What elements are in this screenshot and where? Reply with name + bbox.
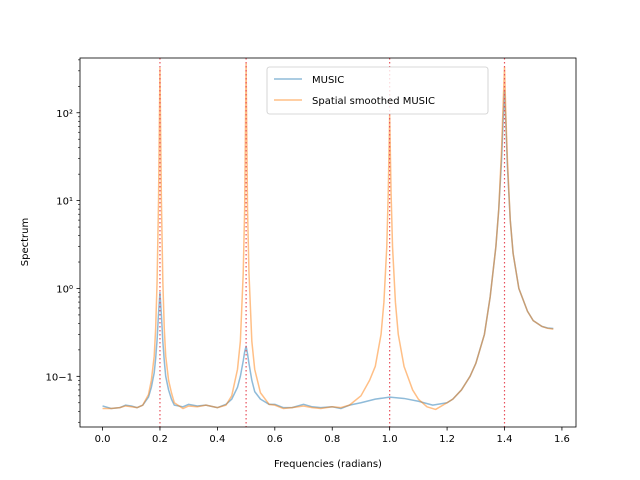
legend-label-0: MUSIC [312,75,344,86]
x-tick-label: 1.2 [439,434,455,445]
x-tick-label: 1.6 [554,434,570,445]
x-tick-label: 0.6 [267,434,283,445]
y-tick-label: 10−1 [46,372,73,383]
x-tick-label: 1.4 [497,434,513,445]
x-tick-label: 0.8 [324,434,340,445]
x-tick-label: 0.4 [209,434,225,445]
series-group [102,63,554,411]
y-tick-label: 10⁰ [56,284,73,295]
legend: MUSIC Spatial smoothed MUSIC [266,66,489,115]
x-tick-label: 0.2 [152,434,168,445]
y-tick-label: 10¹ [56,197,73,208]
y-tick-label: 10² [56,109,73,120]
y-axis-label: Spectrum [20,218,31,266]
x-tick-label: 1.0 [382,434,398,445]
x-axis-label: Frequencies (radians) [274,459,382,470]
legend-label-1: Spatial smoothed MUSIC [312,96,435,107]
y-axis: 10−1 10⁰ 10¹ 10² [46,59,80,423]
x-tick-label: 0.0 [95,434,111,445]
legend-box [266,66,489,115]
series-line-spatial-smoothed-music [102,63,554,411]
axes-frame [79,57,577,428]
plot-area [79,57,577,428]
x-axis: 0.0 0.2 0.4 0.6 0.8 1.0 1.2 1.4 1.6 [95,427,570,445]
